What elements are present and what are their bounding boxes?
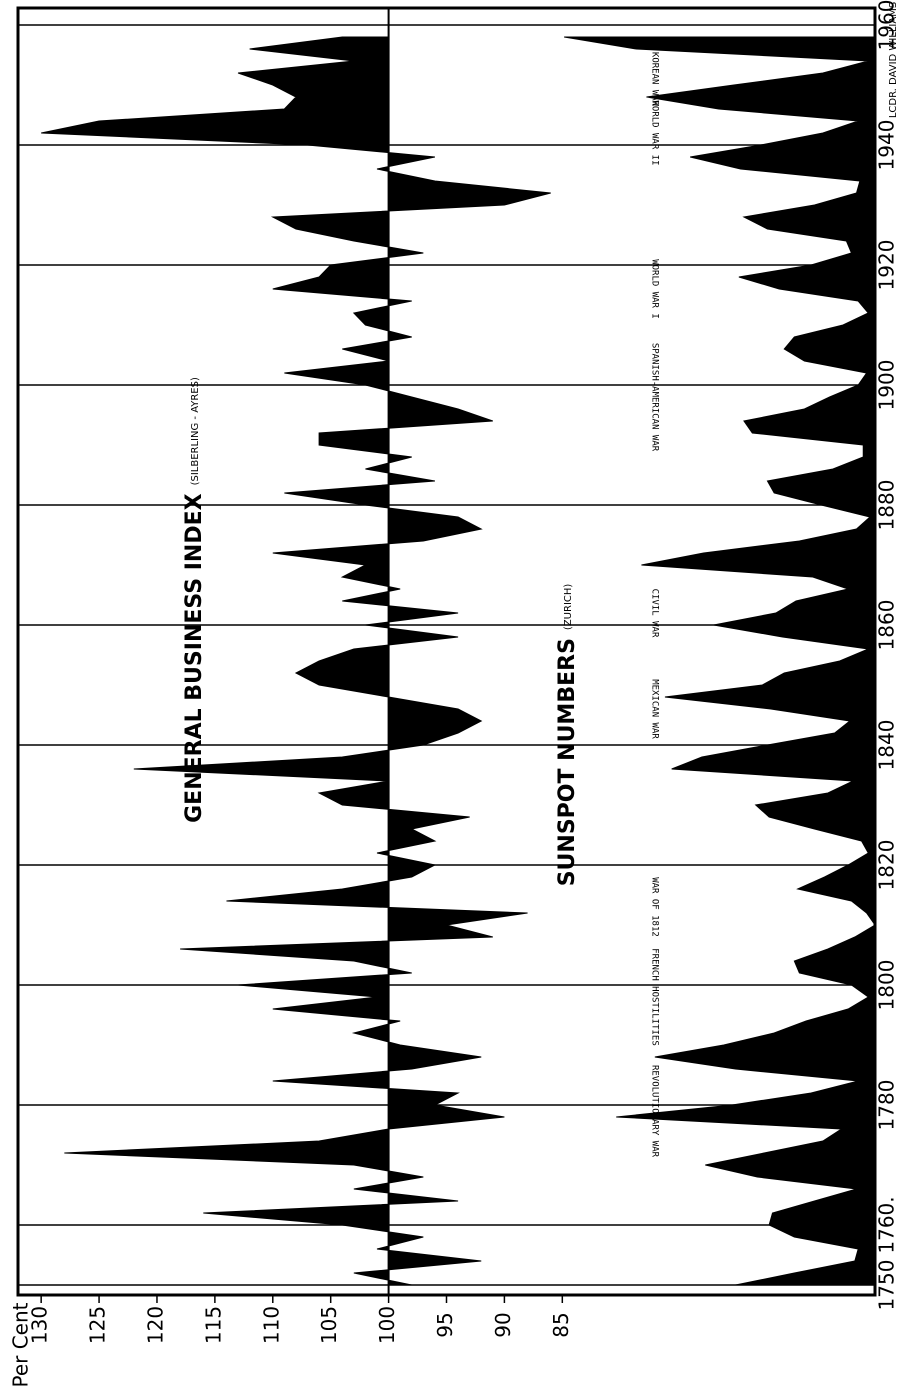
x-tick-label: 1750 (875, 1260, 899, 1311)
y-tick-label: 115 (201, 1306, 225, 1344)
x-tick-label: 1920 (875, 240, 899, 291)
x-tick-label: 1780 (875, 1080, 899, 1131)
series-name: SUNSPOT NUMBERS (555, 638, 580, 886)
x-tick-label: 1860 (875, 600, 899, 651)
x-tick-label: 1880 (875, 480, 899, 531)
annotation: SPANISH-AMERICAN WAR (650, 343, 660, 452)
series-source: (ZURICH) (563, 584, 574, 630)
x-tick-label: 1940 (875, 120, 899, 171)
series-label: GENERAL BUSINESS INDEX (SILBERLING - AYRE… (182, 377, 207, 823)
series-name: GENERAL BUSINESS INDEX (182, 493, 207, 823)
annotation: KOREAN WAR (650, 52, 660, 107)
x-tick-label: 1960 (875, 0, 899, 50)
y-tick-label: 130 (28, 1306, 52, 1344)
x-tick-label: 1900 (875, 360, 899, 411)
y-tick-label: 90 (491, 1312, 515, 1337)
annotation: WORLD WAR I (650, 259, 660, 319)
annotation: MEXICAN WAR (650, 679, 660, 739)
series-source: (SILBERLING - AYRES) (190, 377, 201, 485)
y-tick-label: 120 (143, 1306, 167, 1344)
annotation: CIVIL WAR (650, 589, 660, 638)
x-tick-label: 1760. (875, 1196, 899, 1253)
area (564, 36, 876, 1286)
annotation: WORLD WAR II (650, 100, 660, 165)
y-tick-label: 125 (86, 1306, 110, 1344)
y-tick-label: 105 (317, 1306, 341, 1344)
y-tick-label: 95 (433, 1312, 457, 1337)
y-tick-label: 110 (259, 1306, 283, 1344)
x-tick-label: 1800 (875, 960, 899, 1011)
annotation: REVOLUTIONARY WAR (650, 1065, 660, 1158)
y-tick-label: 100 (375, 1306, 399, 1344)
series-label: SUNSPOT NUMBERS (ZURICH) (555, 584, 580, 887)
x-tick-label: 1840 (875, 720, 899, 771)
area (41, 36, 551, 1286)
credit: LCDR. DAVID WILLIAMS (888, 2, 899, 118)
annotation: WAR OF 1812 (650, 877, 660, 937)
axis-label: Per Cent (9, 1302, 33, 1387)
x-tick-label: 1820 (875, 840, 899, 891)
annotation: FRENCH HOSTILITIES (650, 948, 660, 1046)
y-tick-label: 85 (549, 1312, 573, 1337)
